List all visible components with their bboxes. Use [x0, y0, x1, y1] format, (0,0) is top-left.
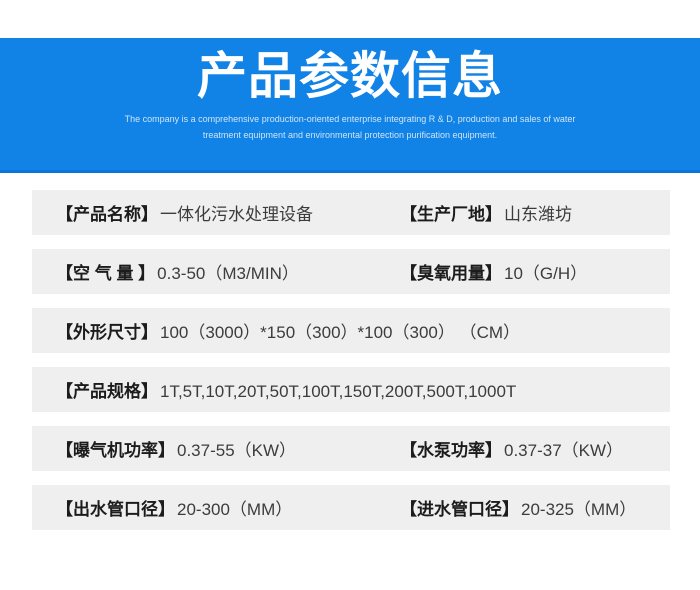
- param-value: 1T,5T,10T,20T,50T,100T,150T,200T,500T,10…: [160, 382, 517, 401]
- param-value: 100（3000）*150（300）*100（300） （CM）: [160, 323, 521, 342]
- param-label: 【产品规格】: [56, 382, 158, 401]
- param-label: 【曝气机功率】: [56, 441, 175, 460]
- param-label: 【水泵功率】: [400, 441, 502, 460]
- page-title: 产品参数信息: [197, 48, 503, 104]
- param-row-specifications: 【产品规格】 1T,5T,10T,20T,50T,100T,150T,200T,5…: [32, 367, 670, 412]
- header-banner: 产品参数信息 The company is a comprehensive pr…: [0, 38, 700, 173]
- param-cell-pump-power: 【水泵功率】 0.37-37（KW）: [400, 436, 623, 461]
- param-cell-product-name: 【产品名称】 一体化污水处理设备: [56, 200, 400, 225]
- param-row-pipe-diameters: 【出水管口径】 20-300（MM） 【进水管口径】 20-325（MM）: [32, 485, 670, 530]
- param-cell-aerator-power: 【曝气机功率】 0.37-55（KW）: [56, 436, 400, 461]
- param-label: 【外形尺寸】: [56, 323, 158, 342]
- param-label: 【空 气 量 】: [56, 264, 156, 283]
- param-cell-outlet-pipe: 【出水管口径】 20-300（MM）: [56, 495, 400, 520]
- param-label: 【臭氧用量】: [400, 264, 502, 283]
- param-cell-air-volume: 【空 气 量 】 0.3-50（M3/MIN）: [56, 259, 400, 284]
- param-cell-inlet-pipe: 【进水管口径】 20-325（MM）: [400, 495, 636, 520]
- param-cell-production-site: 【生产厂地】 山东潍坊: [400, 200, 572, 225]
- param-label: 【出水管口径】: [56, 500, 175, 519]
- param-row-air-volume: 【空 气 量 】 0.3-50（M3/MIN） 【臭氧用量】 10（G/H）: [32, 249, 670, 294]
- param-value: 0.3-50（M3/MIN）: [157, 264, 299, 283]
- param-value: 20-300（MM）: [177, 500, 293, 519]
- param-label: 【进水管口径】: [400, 500, 519, 519]
- param-row-aerator-power: 【曝气机功率】 0.37-55（KW） 【水泵功率】 0.37-37（KW）: [32, 426, 670, 471]
- param-value: 山东潍坊: [504, 205, 572, 224]
- param-cell-dimensions: 【外形尺寸】 100（3000）*150（300）*100（300） （CM）: [56, 318, 520, 343]
- param-row-dimensions: 【外形尺寸】 100（3000）*150（300）*100（300） （CM）: [32, 308, 670, 353]
- parameter-list: 【产品名称】 一体化污水处理设备 【生产厂地】 山东潍坊 【空 气 量 】 0.3-5…: [32, 190, 670, 530]
- param-row-product-name: 【产品名称】 一体化污水处理设备 【生产厂地】 山东潍坊: [32, 190, 670, 235]
- param-value: 20-325（MM）: [521, 500, 637, 519]
- param-label: 【生产厂地】: [400, 205, 502, 224]
- param-value: 10（G/H）: [504, 264, 588, 283]
- param-cell-specifications: 【产品规格】 1T,5T,10T,20T,50T,100T,150T,200T,5…: [56, 377, 516, 402]
- param-cell-ozone-dosage: 【臭氧用量】 10（G/H）: [400, 259, 587, 284]
- param-value: 0.37-55（KW）: [177, 441, 297, 460]
- param-label: 【产品名称】: [56, 205, 158, 224]
- company-subtitle: The company is a comprehensive productio…: [124, 114, 576, 141]
- param-value: 一体化污水处理设备: [160, 205, 313, 224]
- param-value: 0.37-37（KW）: [504, 441, 624, 460]
